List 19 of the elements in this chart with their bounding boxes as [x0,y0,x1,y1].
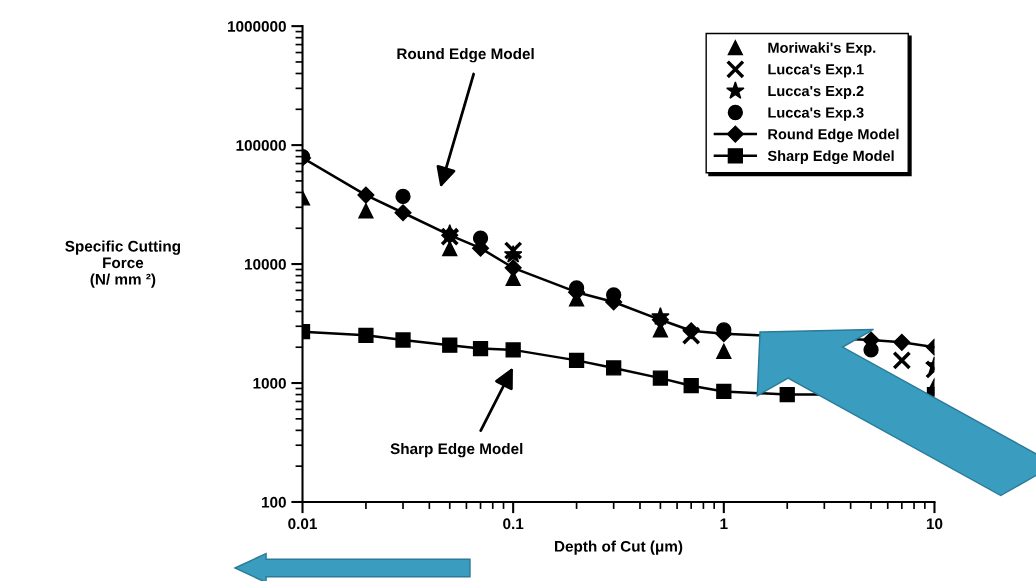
x-axis-title: Depth of Cut (μm) [555,540,683,555]
annotation: Sharp Edge Model [390,442,523,458]
legend-label: Round Edge Model [768,128,899,143]
x-tick-label: 10 [926,518,943,530]
annotation: Round Edge Model [397,48,534,63]
x-tick-label: 1 [720,518,728,530]
legend-label: Sharp Edge Model [767,150,894,164]
legend-label: Lucca's Exp.2 [768,85,864,100]
y-axis-title: Specific Cutting Force (N/ mm ²) [65,240,181,288]
legend-label: Moriwaki's Exp. [768,42,876,56]
y-tick-label: 1000 [253,377,286,389]
y-tick-label: 1000000 [228,21,286,32]
x-tick-label: 0.1 [503,518,524,530]
y-tick-label: 10000 [245,258,286,270]
y-tick-label: 100000 [236,139,286,151]
x-tick-label: 0.01 [288,518,317,530]
y-tick-label: 100 [262,496,286,508]
legend-label: Lucca's Exp.1 [768,64,864,78]
legend-label: Lucca's Exp.3 [768,107,864,121]
